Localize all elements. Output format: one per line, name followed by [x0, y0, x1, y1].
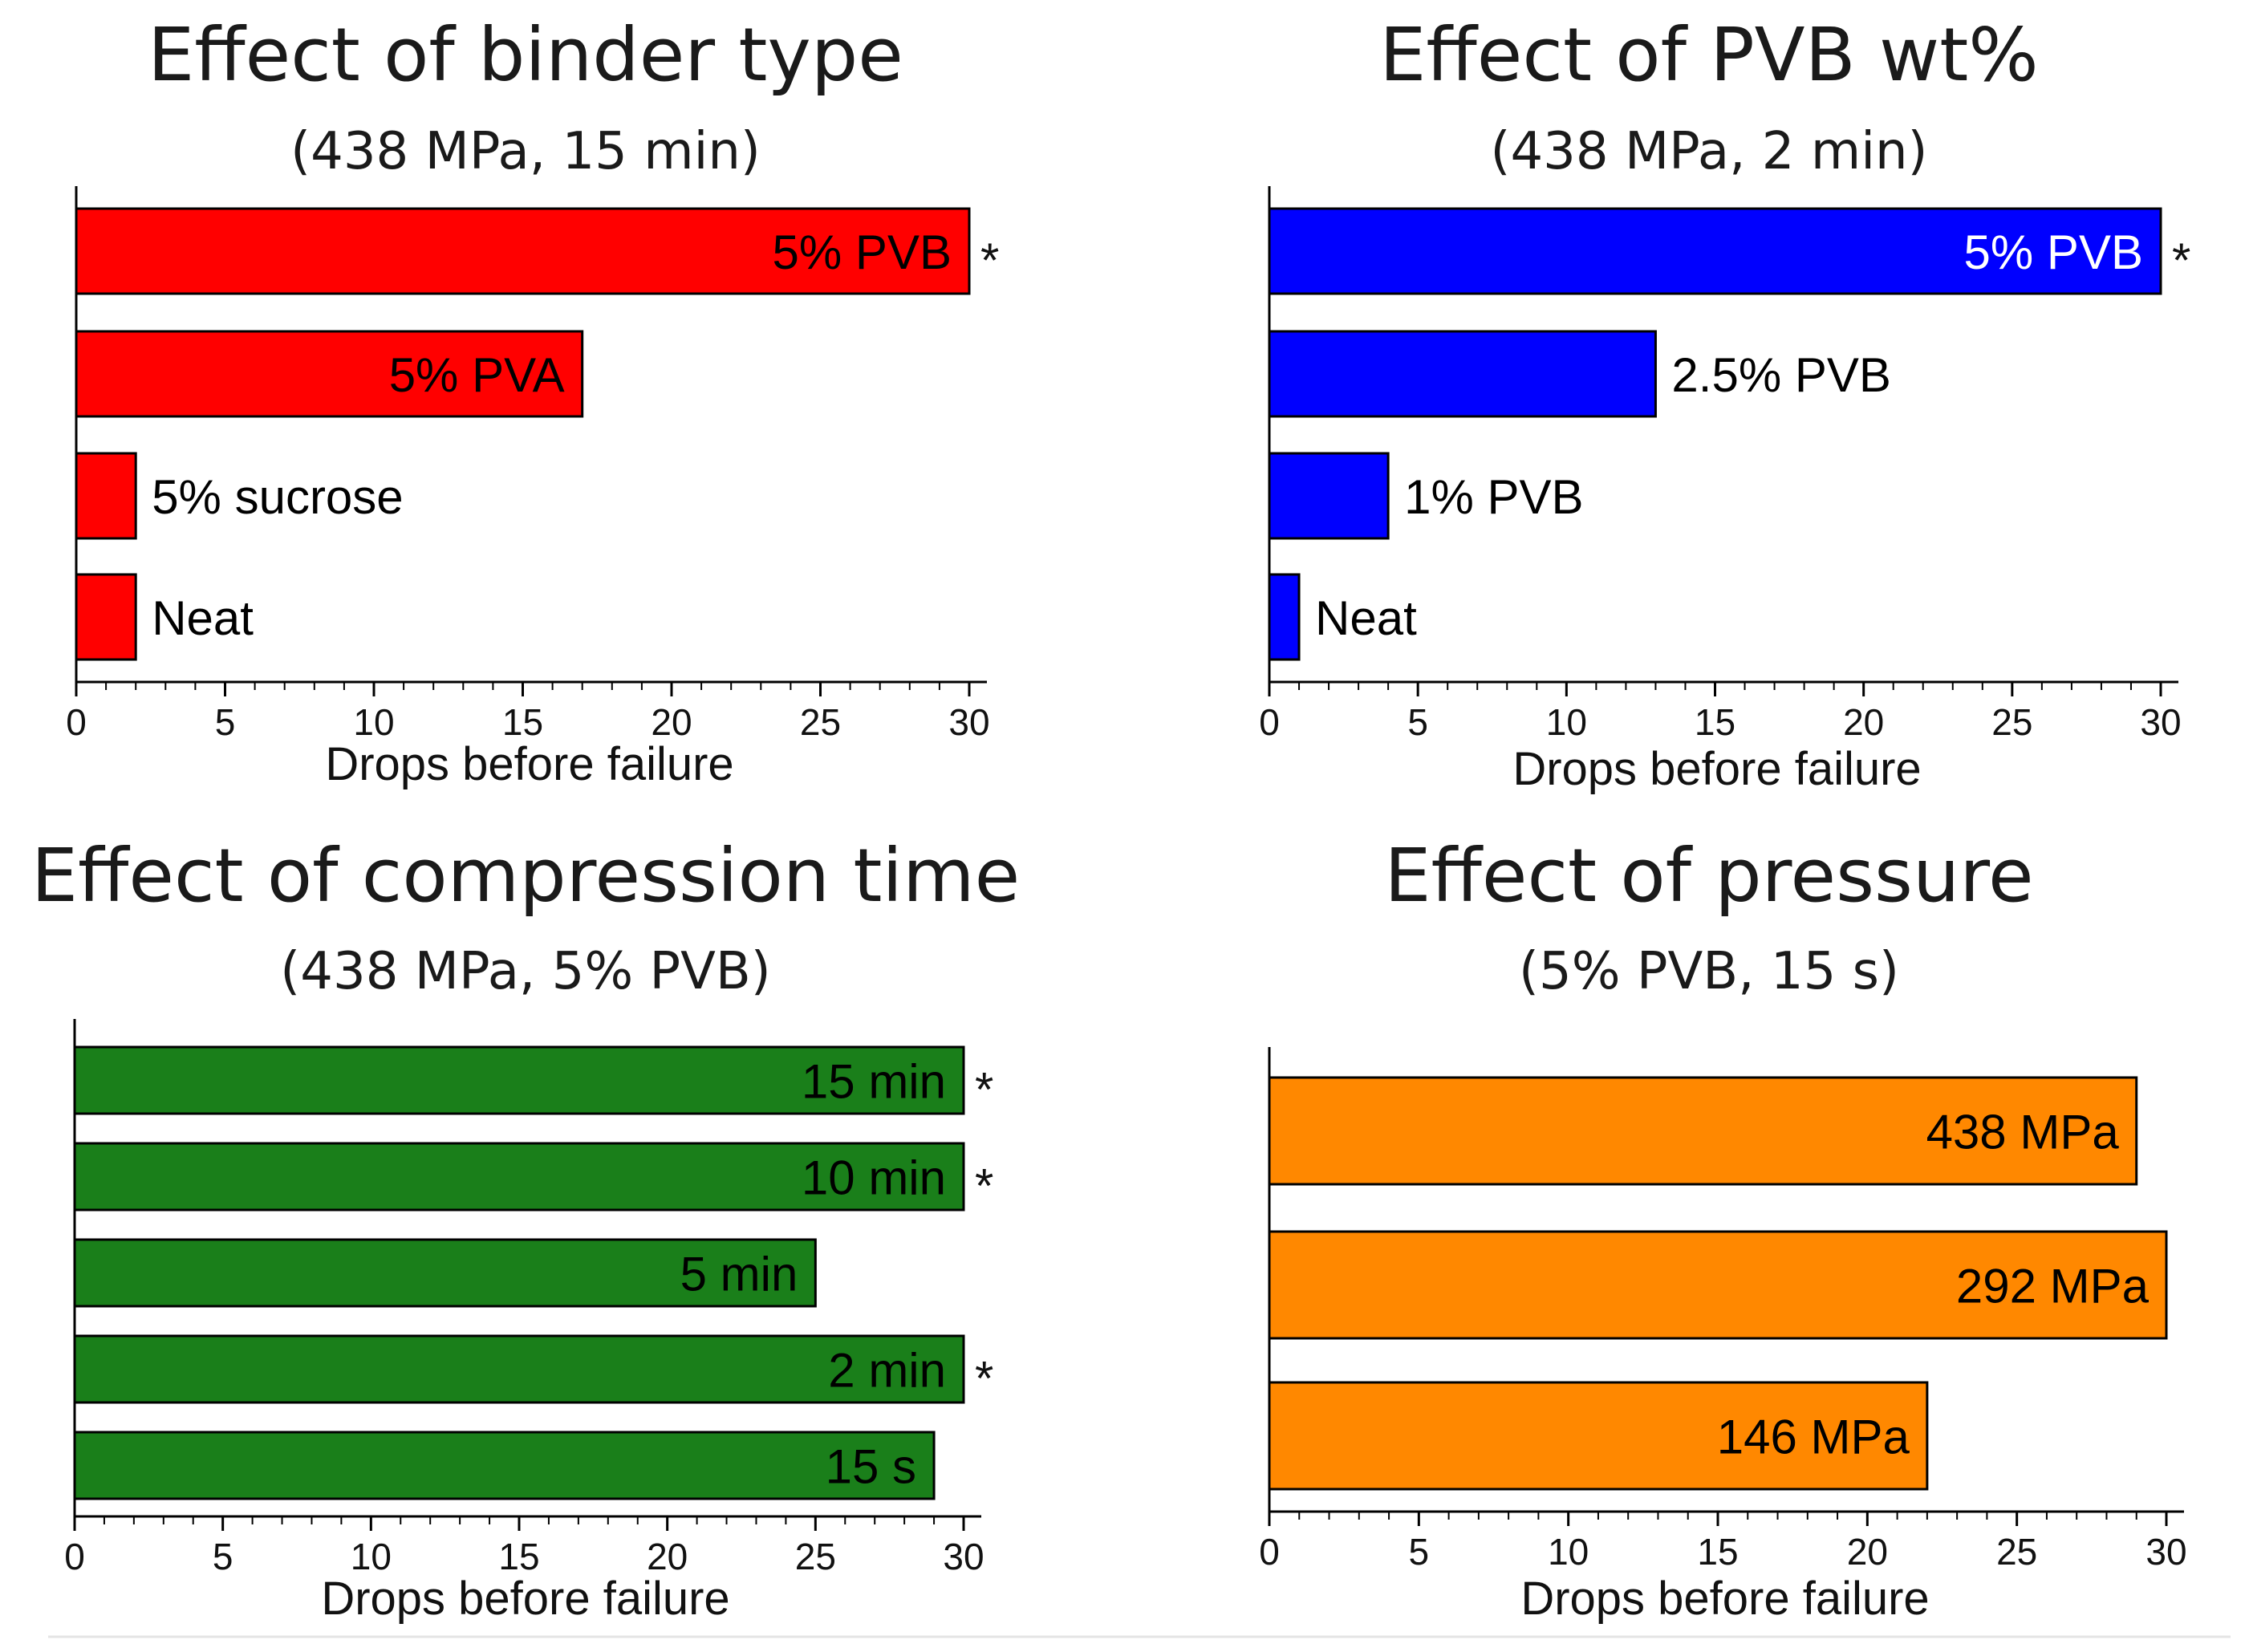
bar-label: 292 MPa	[1956, 1260, 2150, 1313]
x-tick-label: 25	[1991, 701, 2032, 743]
x-tick-label: 30	[2145, 1531, 2186, 1573]
x-tick-label: 15	[498, 1536, 539, 1577]
bar	[73, 1142, 965, 1212]
x-tick-label: 15	[502, 701, 543, 743]
x-tick-label: 20	[1847, 1531, 1888, 1573]
x-tick-label: 0	[1259, 701, 1280, 743]
chart-title: Effect of PVB wt%	[1379, 12, 2038, 98]
significance-star: *	[975, 1159, 993, 1213]
significance-star: *	[980, 233, 999, 287]
x-tick-label: 5	[215, 701, 236, 743]
bar-label: 2.5% PVB	[1671, 348, 1891, 402]
x-tick-label: 0	[64, 1536, 85, 1577]
x-tick-label: 20	[647, 1536, 688, 1577]
x-tick-label: 0	[1259, 1531, 1280, 1573]
x-tick-label: 25	[1996, 1531, 2037, 1573]
x-axis-label: Drops before failure	[1520, 1573, 1929, 1625]
x-tick-label: 15	[1697, 1531, 1738, 1573]
plot-area: 438 MPa 292 MPa 146 MPa 0 5 10 15 20 25 30	[1259, 1047, 2187, 1573]
bar-label: 438 MPa	[1926, 1106, 2120, 1159]
x-tick-label: 10	[351, 1536, 392, 1577]
x-axis-label: Drops before failure	[1512, 743, 1921, 795]
x-tick-label: 5	[1407, 701, 1428, 743]
chart-title: Effect of compression time	[31, 833, 1020, 919]
x-axis-label: Drops before failure	[321, 1573, 729, 1625]
plot-area: 5% PVB * 2.5% PVB 1% PVB Neat 0 5 10 15 20 25 30	[1259, 186, 2190, 743]
bar	[1268, 330, 1657, 418]
bar	[1268, 207, 2162, 295]
bar-label: 2 min	[828, 1344, 946, 1398]
x-tick-label: 25	[800, 701, 841, 743]
bar	[1268, 573, 1301, 661]
significance-star: *	[975, 1063, 993, 1117]
significance-star: *	[2172, 233, 2190, 287]
x-tick-label: 30	[2140, 701, 2181, 743]
chart-title: Effect of binder type	[148, 12, 903, 98]
bar-label: 10 min	[802, 1151, 946, 1205]
x-axis-label: Drops before failure	[325, 738, 733, 790]
bar	[1268, 1381, 1929, 1491]
x-tick-label: 30	[943, 1536, 984, 1577]
bar	[73, 1431, 936, 1500]
bar	[73, 1334, 965, 1404]
x-tick-label: 30	[948, 701, 989, 743]
x-tick-label: 5	[1409, 1531, 1430, 1573]
bar	[75, 452, 137, 540]
panel-binder-type: Effect of binder type (438 MPa, 15 min) …	[66, 12, 999, 790]
bar-label: 15 min	[802, 1055, 946, 1109]
chart-subtitle: (5% PVB, 15 s)	[1519, 942, 1899, 1001]
bar-label: 1% PVB	[1404, 470, 1583, 524]
chart-subtitle: (438 MPa, 5% PVB)	[280, 942, 770, 1001]
bar	[73, 1238, 817, 1308]
x-tick-label: 20	[651, 701, 692, 743]
bar-label: 5% sucrose	[152, 470, 403, 524]
bar-label: Neat	[152, 591, 254, 645]
panel-pvb-wt: Effect of PVB wt% (438 MPa, 2 min) 5% PV…	[1259, 12, 2190, 795]
chart-subtitle: (438 MPa, 2 min)	[1490, 122, 1927, 181]
x-tick-label: 25	[795, 1536, 836, 1577]
panel-compression-time: Effect of compression time (438 MPa, 5% …	[31, 833, 1020, 1625]
bar-label: 5% PVA	[389, 348, 565, 402]
bar	[75, 207, 971, 295]
plot-area: 5% PVB * 5% PVA 5% sucrose Neat 0 5 10 15 20 25 30	[66, 186, 999, 743]
panel-pressure: Effect of pressure (5% PVB, 15 s) 438 MP…	[1259, 833, 2186, 1625]
x-tick-label: 10	[353, 701, 394, 743]
bar-label: 5 min	[680, 1248, 798, 1301]
bar-label: 15 s	[826, 1440, 916, 1494]
bar	[75, 573, 137, 661]
x-tick-label: 20	[1843, 701, 1884, 743]
x-tick-label: 5	[213, 1536, 233, 1577]
bar-label: 146 MPa	[1717, 1410, 1910, 1464]
chart-subtitle: (438 MPa, 15 min)	[290, 122, 761, 181]
bar	[1268, 452, 1390, 540]
x-tick-label: 15	[1695, 701, 1735, 743]
x-tick-label: 10	[1548, 1531, 1589, 1573]
plot-area: 15 min * 10 min * 5 min 2 min * 15 s 0 5 10 15 20 25 3…	[64, 1019, 993, 1577]
bar	[73, 1045, 965, 1115]
x-tick-label: 0	[66, 701, 87, 743]
bar-label: Neat	[1315, 591, 1417, 645]
bar	[75, 330, 584, 418]
bar-label: 5% PVB	[1964, 225, 2143, 279]
significance-star: *	[975, 1352, 993, 1406]
chart-title: Effect of pressure	[1384, 833, 2033, 919]
x-tick-label: 10	[1546, 701, 1587, 743]
bar-label: 5% PVB	[773, 225, 952, 279]
